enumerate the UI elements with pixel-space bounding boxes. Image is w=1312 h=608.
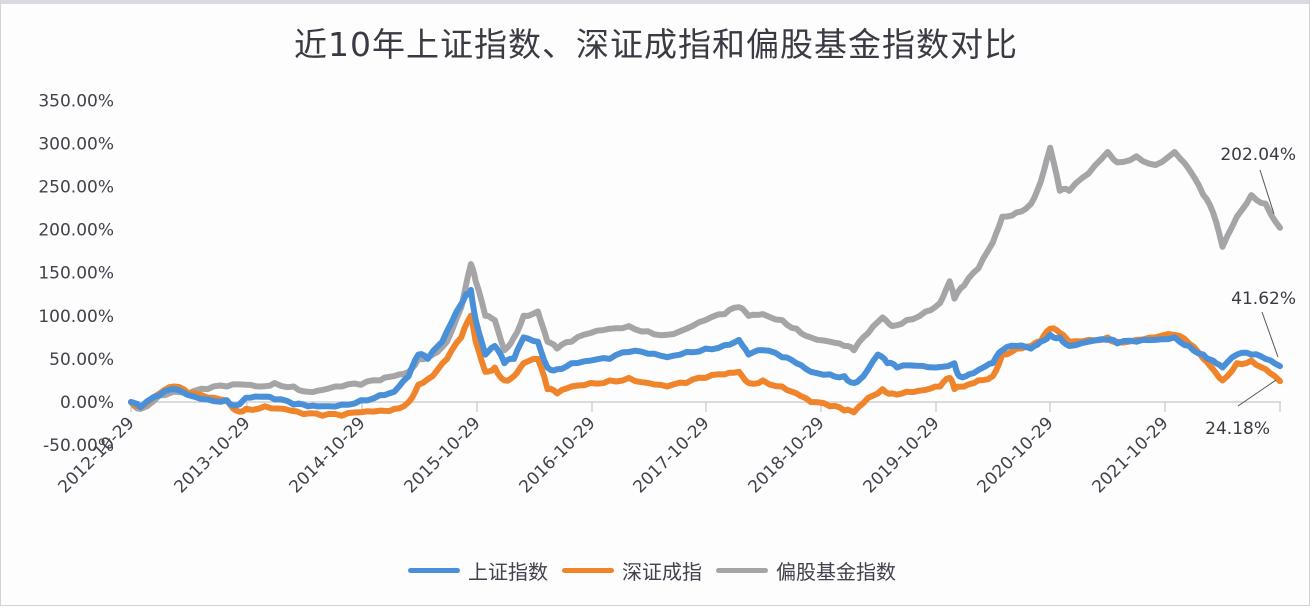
y-tick-label: 150.00% bbox=[38, 264, 114, 284]
legend-swatch-shenzhen bbox=[562, 568, 614, 573]
y-tick-label: 350.00% bbox=[38, 91, 114, 111]
series-line bbox=[128, 312, 1283, 419]
x-tick-label: 2017-10-29 bbox=[630, 413, 714, 497]
annotation-leader-line bbox=[1237, 379, 1277, 407]
y-tick-label: 200.00% bbox=[38, 221, 114, 241]
x-tick-label: 2014-10-29 bbox=[286, 413, 370, 497]
series-line bbox=[128, 286, 1283, 411]
x-tick-label: 2019-10-29 bbox=[860, 413, 944, 497]
series-lines bbox=[128, 144, 1283, 419]
y-axis: -50.00% 0.00% 50.00% 100.00% 150.00% 200.00% 2… bbox=[38, 91, 114, 456]
legend-item-equity-fund[interactable]: 偏股基金指数 bbox=[716, 556, 896, 585]
series-line bbox=[128, 144, 1283, 412]
annotations: 202.04% 41.62% 24.18% bbox=[1205, 145, 1296, 439]
annotation-label: 41.62% bbox=[1231, 289, 1296, 309]
y-tick-label: -50.00% bbox=[43, 436, 114, 456]
x-tick-label: 2016-10-29 bbox=[516, 413, 600, 497]
annotation-label: 202.04% bbox=[1220, 145, 1296, 165]
y-tick-label: 50.00% bbox=[49, 350, 114, 370]
x-tick-label: 2020-10-29 bbox=[974, 413, 1058, 497]
annotation-leader-line bbox=[1259, 169, 1275, 215]
legend-item-shenzhen[interactable]: 深证成指 bbox=[562, 556, 702, 585]
x-tick-label: 2013-10-29 bbox=[171, 413, 255, 497]
y-tick-label: 100.00% bbox=[38, 307, 114, 327]
annotation-label: 24.18% bbox=[1205, 419, 1270, 439]
chart-title: 近10年上证指数、深证成指和偏股基金指数对比 bbox=[294, 25, 1018, 64]
y-tick-label: 300.00% bbox=[38, 134, 114, 154]
legend-label-equity-fund: 偏股基金指数 bbox=[776, 560, 896, 584]
legend-label-shenzhen: 深证成指 bbox=[622, 560, 702, 584]
x-axis: 2012-10-29 2013-10-29 2014-10-29 2015-10-29… bbox=[55, 401, 1281, 497]
y-tick-label: 250.00% bbox=[38, 178, 114, 198]
legend-swatch-equity-fund bbox=[716, 568, 768, 573]
x-tick-label: 2021-10-29 bbox=[1089, 413, 1173, 497]
legend-label-shanghai: 上证指数 bbox=[468, 560, 548, 584]
y-tick-label: 0.00% bbox=[60, 393, 114, 413]
annotation-leader-line bbox=[1261, 311, 1279, 358]
legend: 上证指数 深证成指 偏股基金指数 bbox=[0, 556, 1312, 585]
x-tick-label: 2015-10-29 bbox=[401, 413, 485, 497]
legend-item-shanghai[interactable]: 上证指数 bbox=[408, 556, 548, 585]
x-tick-label: 2018-10-29 bbox=[745, 413, 829, 497]
legend-swatch-shanghai bbox=[408, 568, 460, 573]
